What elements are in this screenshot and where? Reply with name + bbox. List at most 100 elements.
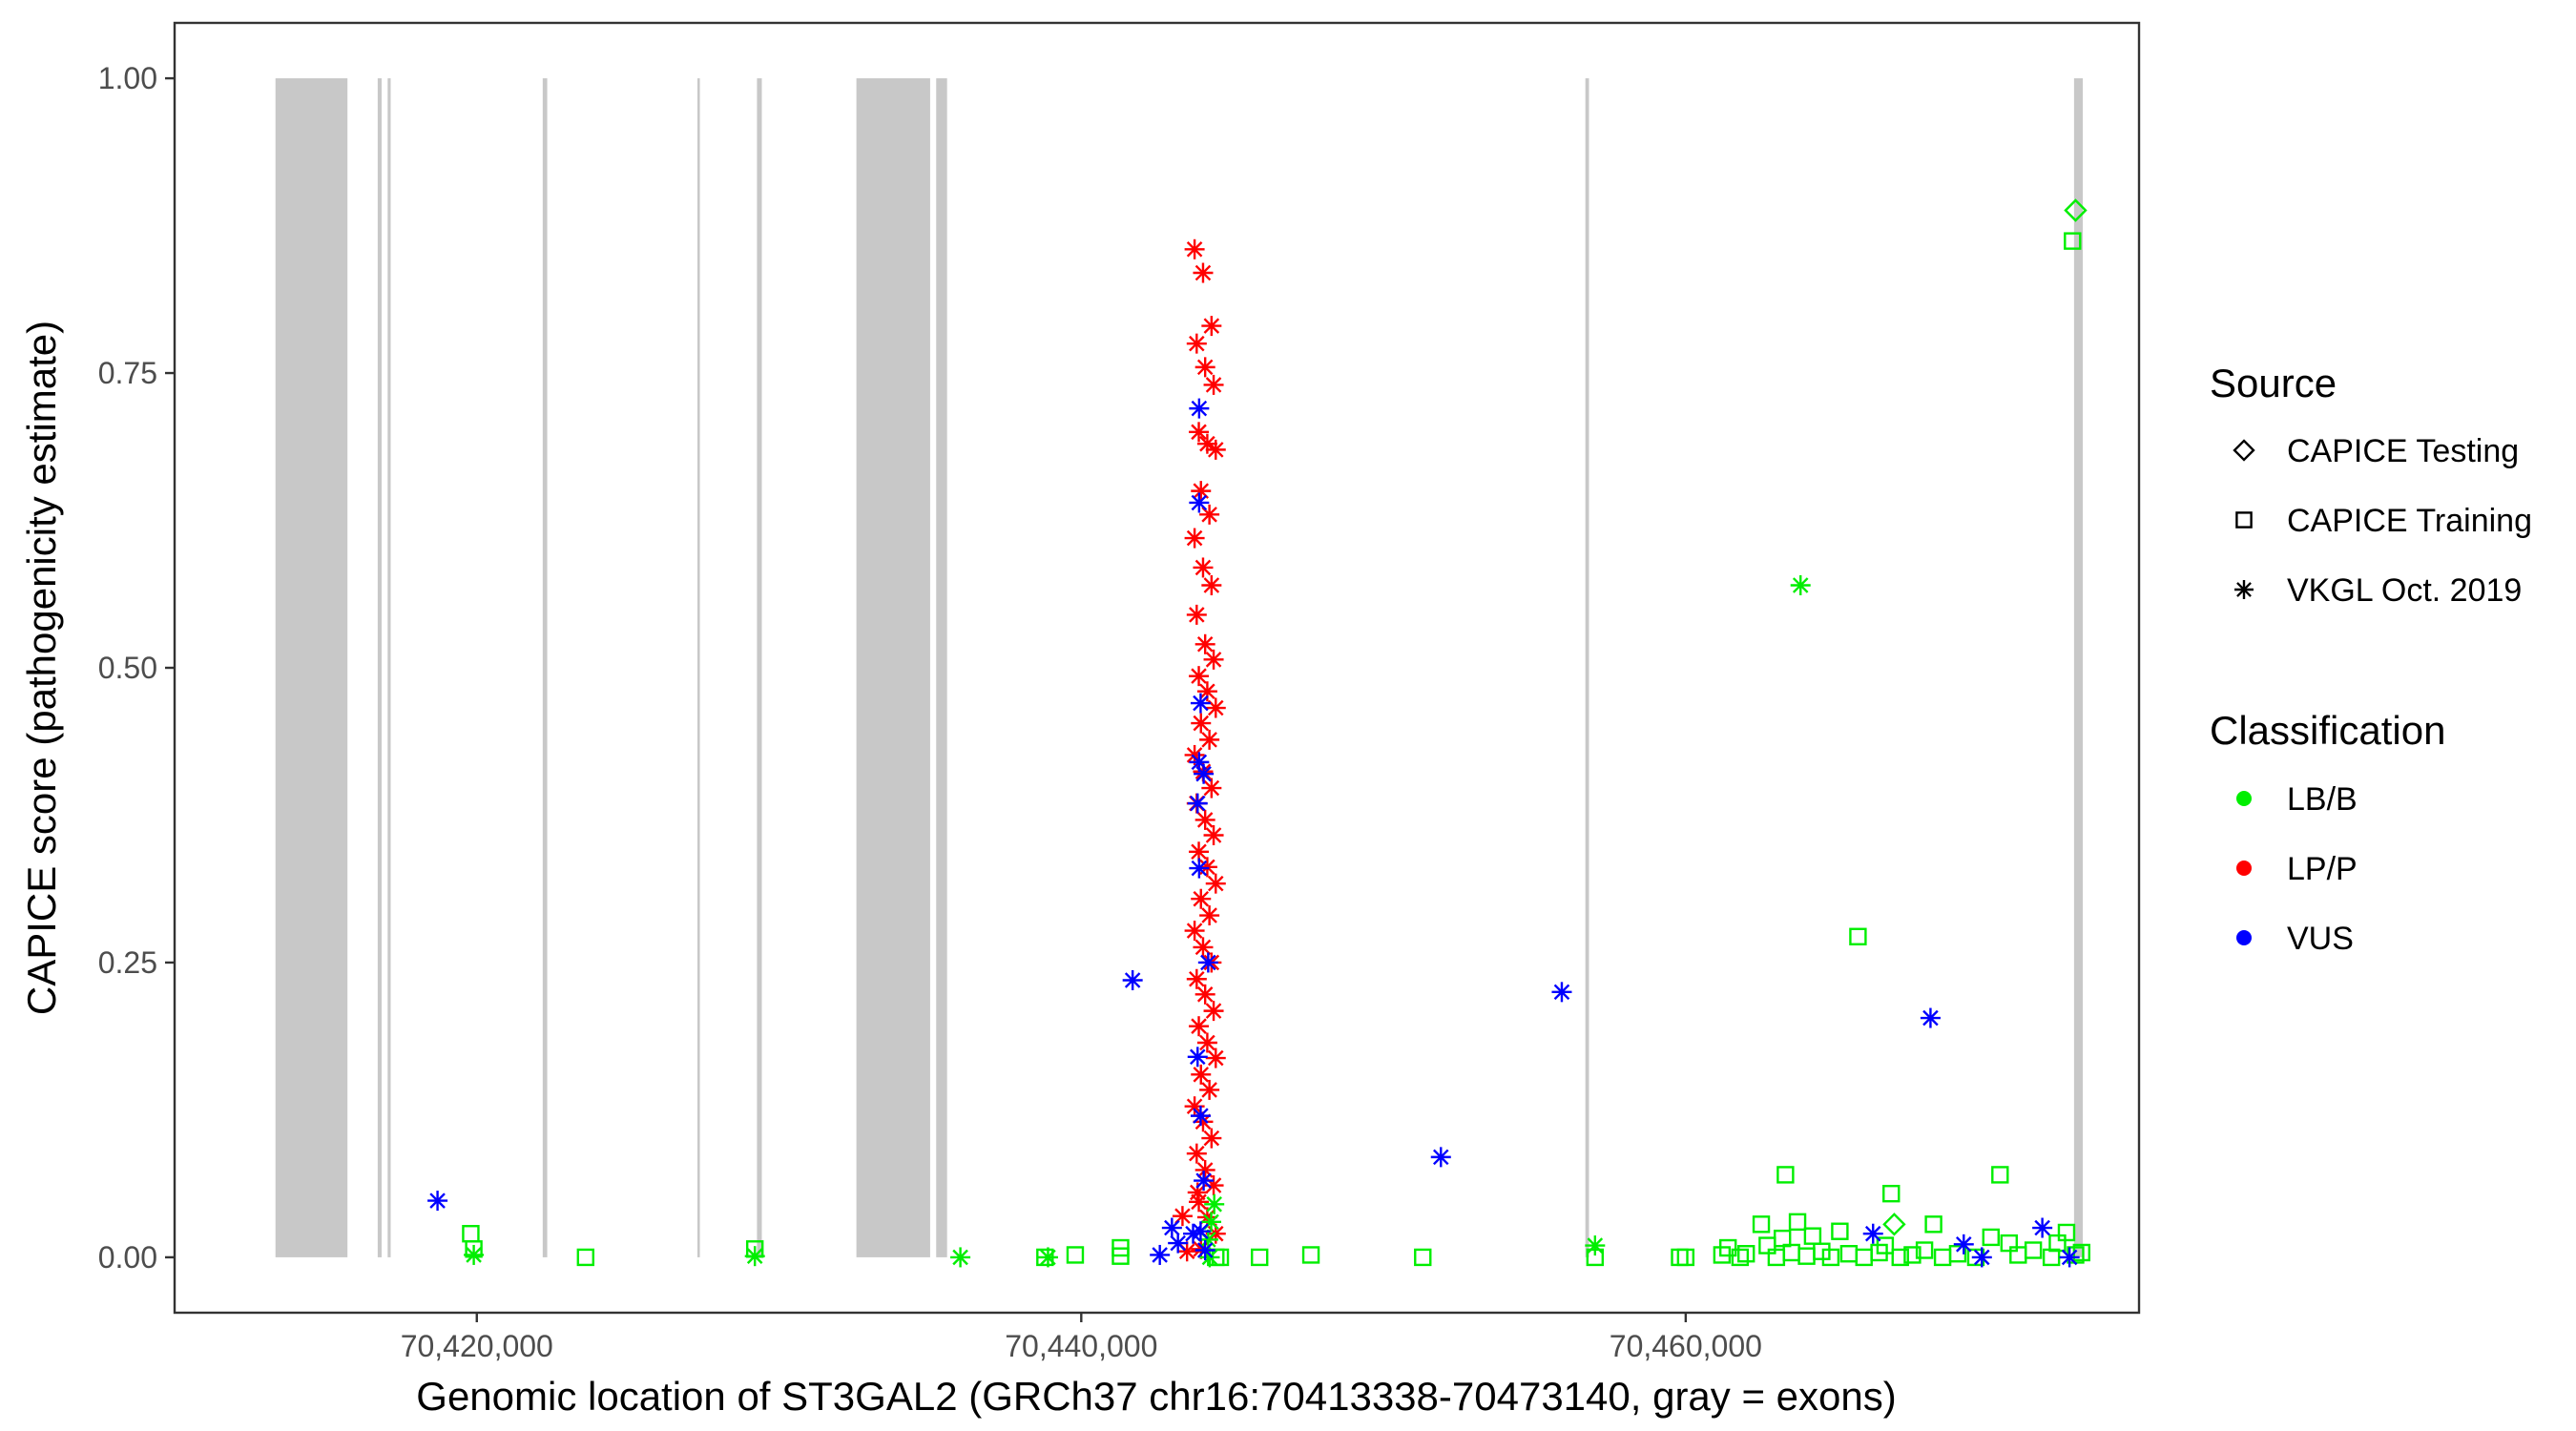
legend-label: LP/P	[2287, 851, 2358, 887]
legend-key-square	[2235, 511, 2253, 529]
legend: Source CAPICE Testing CAPICE Training VKGL…	[2210, 361, 2532, 957]
x-tick-label: 70,420,000	[401, 1329, 553, 1363]
data-point	[1187, 793, 1208, 814]
data-point	[1201, 574, 1222, 595]
exon-band	[387, 78, 391, 1257]
data-point	[1111, 1247, 1130, 1265]
data-point	[1191, 1064, 1212, 1085]
data-point	[1882, 1184, 1901, 1203]
data-point	[1191, 713, 1212, 734]
data-point	[1676, 1248, 1695, 1267]
data-point	[1203, 1001, 1224, 1022]
exon-band	[757, 78, 762, 1257]
legend-label: CAPICE Training	[2287, 503, 2532, 539]
y-tick-label: 0.50	[98, 651, 157, 685]
data-point	[1849, 927, 1867, 945]
legend-classification-title: Classification	[2210, 708, 2445, 753]
data-point	[1195, 357, 1215, 378]
legend-class-item: VUS	[2236, 921, 2354, 957]
data-point	[1189, 752, 1210, 773]
data-point	[2064, 232, 2082, 250]
data-point	[1991, 1166, 2009, 1184]
data-point	[427, 1191, 448, 1212]
data-point	[1194, 1171, 1215, 1192]
data-point	[2057, 1223, 2076, 1242]
data-point	[1190, 693, 1211, 714]
data-point	[1150, 1244, 1171, 1265]
data-point	[1924, 1215, 1942, 1234]
data-point	[1718, 1238, 1737, 1257]
data-point	[1736, 1245, 1755, 1263]
data-point	[1953, 1234, 1974, 1255]
data-point	[1195, 1159, 1215, 1180]
exon-band	[542, 78, 548, 1257]
data-point	[1187, 1047, 1208, 1068]
data-point	[1205, 873, 1226, 894]
data-point	[1066, 1246, 1085, 1264]
data-point	[2000, 1234, 2018, 1253]
legend-key-star	[2234, 580, 2254, 599]
data-point	[1776, 1166, 1795, 1184]
data-point	[1821, 1248, 1840, 1267]
data-point	[1161, 1217, 1182, 1238]
data-point	[1788, 1213, 1807, 1232]
x-tick-label: 70,440,000	[1005, 1329, 1157, 1363]
data-point	[1190, 1221, 1211, 1242]
data-point	[1199, 1079, 1220, 1100]
data-point	[1122, 969, 1143, 990]
data-point	[1189, 398, 1210, 419]
data-point	[2064, 198, 2088, 222]
data-point	[1189, 858, 1210, 879]
data-point	[1205, 697, 1226, 718]
data-point	[1205, 439, 1226, 460]
data-point	[1803, 1227, 1822, 1245]
exon-band	[697, 78, 700, 1257]
x-tick-label: 70,460,000	[1610, 1329, 1762, 1363]
data-point	[1831, 1222, 1849, 1240]
data-point	[1948, 1245, 1967, 1263]
legend-key-diamond	[2233, 439, 2255, 462]
data-point	[2048, 1234, 2067, 1253]
data-point	[1813, 1242, 1831, 1260]
data-point	[1752, 1215, 1771, 1234]
legend-source-title: Source	[2210, 361, 2337, 405]
exon-bands	[275, 78, 2084, 1257]
data-point	[1190, 1106, 1211, 1127]
data-point	[1201, 778, 1222, 798]
data-point	[1862, 1223, 1883, 1244]
legend-key-dot	[2236, 791, 2252, 806]
data-point	[950, 1247, 971, 1268]
data-point	[1186, 604, 1207, 625]
exon-band	[275, 78, 348, 1257]
data-point	[2024, 1241, 2043, 1259]
exon-band	[936, 78, 947, 1257]
data-point	[1774, 1229, 1792, 1248]
y-tick-label: 1.00	[98, 61, 157, 95]
data-point	[1193, 262, 1214, 283]
data-point	[1194, 763, 1215, 784]
data-point	[1203, 824, 1224, 845]
data-point	[1037, 1247, 1058, 1268]
data-point	[1971, 1247, 1992, 1268]
data-point	[1882, 1213, 1906, 1236]
data-point	[1201, 316, 1222, 337]
y-tick-label: 0.25	[98, 945, 157, 980]
data-point	[1551, 982, 1572, 1003]
data-point	[1790, 574, 1811, 595]
data-point	[1186, 333, 1207, 354]
legend-label: CAPICE Testing	[2287, 433, 2519, 469]
legend-key-dot	[2236, 930, 2252, 945]
data-point	[1184, 528, 1205, 549]
data-point	[464, 1244, 485, 1265]
data-point	[1891, 1248, 1909, 1267]
legend-source-item: VKGL Oct. 2019	[2234, 572, 2522, 609]
data-point	[1585, 1235, 1606, 1256]
data-point	[1414, 1248, 1432, 1267]
data-point	[1195, 984, 1215, 1005]
data-point	[1430, 1147, 1451, 1168]
exon-band	[856, 78, 930, 1257]
data-point	[1199, 729, 1220, 750]
data-point	[1982, 1228, 2000, 1247]
